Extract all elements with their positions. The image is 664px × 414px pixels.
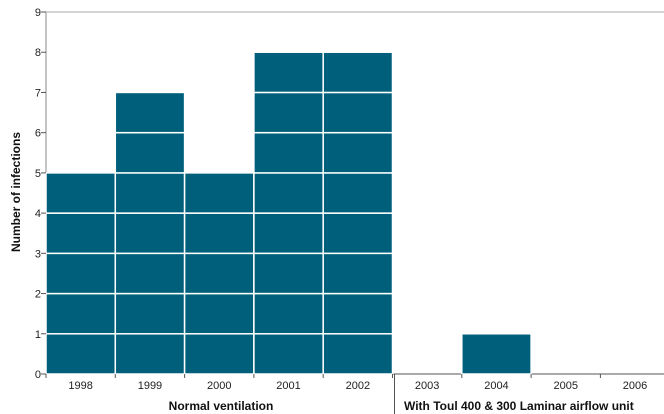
bar-2000-unit-1 [185,334,254,374]
bar-1998 [46,173,115,374]
bar-2002 [323,52,392,374]
bar-1999-unit-1 [115,334,184,374]
bar-1999-unit-6 [115,133,184,173]
bar-2000-unit-3 [185,253,254,293]
bar-1999-unit-3 [115,253,184,293]
bar-2001-unit-3 [254,253,323,293]
y-tick-label-1: 1 [35,329,41,341]
bar-2001-unit-5 [254,173,323,213]
y-tick-label-9: 9 [35,7,41,19]
bar-2001-unit-2 [254,294,323,334]
y-tick-label-8: 8 [35,47,41,59]
bar-2004 [462,334,531,374]
y-tick-label-2: 2 [35,289,41,301]
x-tick-label-2006: 2006 [623,380,647,392]
y-axis-title: Number of infections [9,132,23,252]
bar-1998-unit-5 [46,173,115,213]
group-label-laminar-airflow: With Toul 400 & 300 Laminar airflow unit [404,399,634,413]
bar-2002-unit-7 [323,92,392,132]
bar-2001-unit-4 [254,213,323,253]
y-tick-label-7: 7 [35,87,41,99]
y-axis-ticks: 0 1 2 3 4 5 6 7 8 9 [35,7,46,381]
bar-2002-unit-3 [323,253,392,293]
bar-1999-unit-2 [115,294,184,334]
bar-2004-unit-1 [462,334,531,374]
bar-2002-unit-8 [323,52,392,92]
bar-2000-unit-5 [185,173,254,213]
bars [46,52,531,374]
bar-1998-unit-2 [46,294,115,334]
bar-2001-unit-7 [254,92,323,132]
bar-2002-unit-1 [323,334,392,374]
x-tick-label-1999: 1999 [138,380,162,392]
bar-2001-unit-6 [254,133,323,173]
bar-1998-unit-3 [46,253,115,293]
bar-1999 [115,92,184,374]
bar-2002-unit-2 [323,294,392,334]
bar-1999-unit-5 [115,173,184,213]
x-tick-label-1998: 1998 [68,380,92,392]
x-tick-label-2003: 2003 [415,380,439,392]
bar-2001-unit-8 [254,52,323,92]
bar-2002-unit-4 [323,213,392,253]
bar-2002-unit-5 [323,173,392,213]
x-tick-label-2004: 2004 [484,380,508,392]
bar-1999-unit-4 [115,213,184,253]
bar-2001-unit-1 [254,334,323,374]
bar-1998-unit-4 [46,213,115,253]
x-tick-label-2000: 2000 [207,380,231,392]
y-tick-label-6: 6 [35,128,41,140]
y-tick-label-0: 0 [35,369,41,381]
group-label-normal-ventilation: Normal ventilation [169,399,274,413]
x-tick-label-2005: 2005 [554,380,578,392]
y-tick-label-3: 3 [35,248,41,260]
x-tick-label-2001: 2001 [276,380,300,392]
bar-2000-unit-4 [185,213,254,253]
bar-2002-unit-6 [323,133,392,173]
y-tick-label-4: 4 [35,208,41,220]
bar-1998-unit-1 [46,334,115,374]
x-tick-label-2002: 2002 [346,380,370,392]
bar-1999-unit-7 [115,92,184,132]
bar-2000 [185,173,254,374]
bar-2000-unit-2 [185,294,254,334]
y-tick-label-5: 5 [35,168,41,180]
bar-2001 [254,52,323,374]
